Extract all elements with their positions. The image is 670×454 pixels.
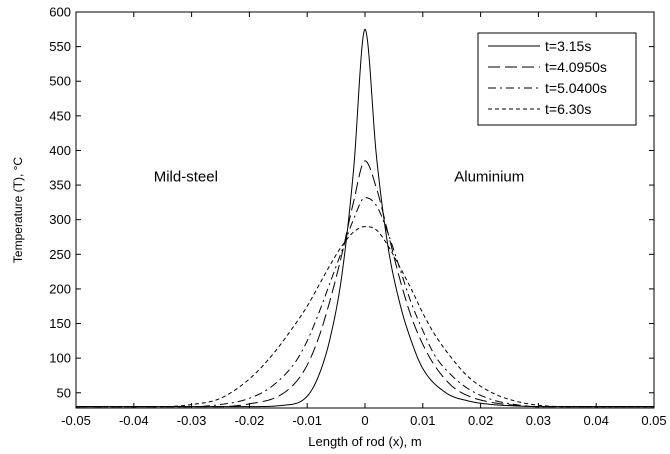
y-tick-label: 100: [49, 351, 71, 366]
y-tick-label: 150: [49, 316, 71, 331]
x-tick-label: 0.05: [641, 413, 666, 428]
x-tick-label: 0: [361, 413, 368, 428]
y-axis-label: Temperature (T), °C: [11, 157, 25, 263]
annotations: Mild-steel Aluminium: [154, 169, 525, 186]
x-tick-label: -0.02: [235, 413, 265, 428]
x-tick-label: 0.02: [468, 413, 493, 428]
y-tick-label: 350: [49, 178, 71, 193]
x-axis-ticks: -0.05 -0.04 -0.03 -0.02 -0.01 0 0.01 0.02 0.03 0.…: [61, 12, 667, 428]
y-tick-label: 400: [49, 143, 71, 158]
y-tick-label: 450: [49, 108, 71, 123]
x-tick-label: -0.04: [119, 413, 149, 428]
series-line-3: [76, 197, 654, 408]
legend-label-4: t=6.30s: [545, 101, 591, 117]
y-tick-label: 200: [49, 281, 71, 296]
y-axis-ticks: 50 100 150 200 250 300 350 400 450 500 550 600: [49, 5, 654, 400]
data-lines: [76, 28, 654, 408]
legend-box: [477, 32, 637, 126]
legend-label-2: t=4.0950s: [545, 59, 607, 75]
x-tick-label: -0.03: [177, 413, 207, 428]
legend-label-3: t=5.0400s: [545, 80, 607, 96]
x-tick-label: -0.01: [292, 413, 322, 428]
x-tick-label: 0.03: [526, 413, 551, 428]
x-tick-label: 0.04: [584, 413, 609, 428]
x-axis-label: Length of rod (x), m: [308, 434, 421, 449]
annotation-1: Mild-steel: [154, 169, 218, 186]
legend: t=3.15s t=4.0950s t=5.0400s t=6.30s: [477, 32, 637, 126]
series-line-4: [76, 226, 654, 408]
legend-label-1: t=3.15s: [545, 38, 591, 54]
y-tick-label: 500: [49, 74, 71, 89]
series-line-1: [76, 28, 654, 408]
y-tick-label: 600: [49, 5, 71, 20]
y-tick-label: 250: [49, 247, 71, 262]
y-tick-label: 50: [57, 385, 71, 400]
y-tick-label: 550: [49, 39, 71, 54]
x-tick-label: -0.05: [61, 413, 91, 428]
series-line-2: [76, 160, 654, 408]
x-tick-label: 0.01: [410, 413, 435, 428]
y-tick-label: 300: [49, 212, 71, 227]
annotation-2: Aluminium: [454, 169, 524, 186]
